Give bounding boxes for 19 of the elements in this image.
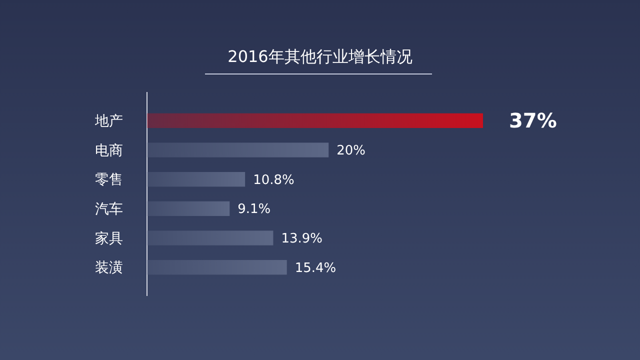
bar <box>147 172 246 187</box>
bar <box>147 201 230 216</box>
data-label: 20% <box>336 144 366 159</box>
y-tick-label: 电商 <box>95 142 123 159</box>
data-label: 37% <box>509 108 557 133</box>
y-tick-label: 零售 <box>95 172 123 188</box>
y-tick-label: 装潢 <box>95 260 123 276</box>
data-label: 9.1% <box>238 202 271 218</box>
bar <box>147 113 483 128</box>
chart-title: 2016年其他行业增长情况 <box>228 47 412 66</box>
y-tick-label: 地产 <box>94 114 123 130</box>
data-label: 15.4% <box>294 260 336 276</box>
bar <box>147 142 329 158</box>
y-tick-label: 家具 <box>95 230 123 247</box>
bar <box>147 260 287 275</box>
data-label: 10.8% <box>253 172 294 188</box>
y-tick-label: 汽车 <box>95 202 123 218</box>
data-label: 13.9% <box>281 232 323 247</box>
bar <box>147 230 274 246</box>
